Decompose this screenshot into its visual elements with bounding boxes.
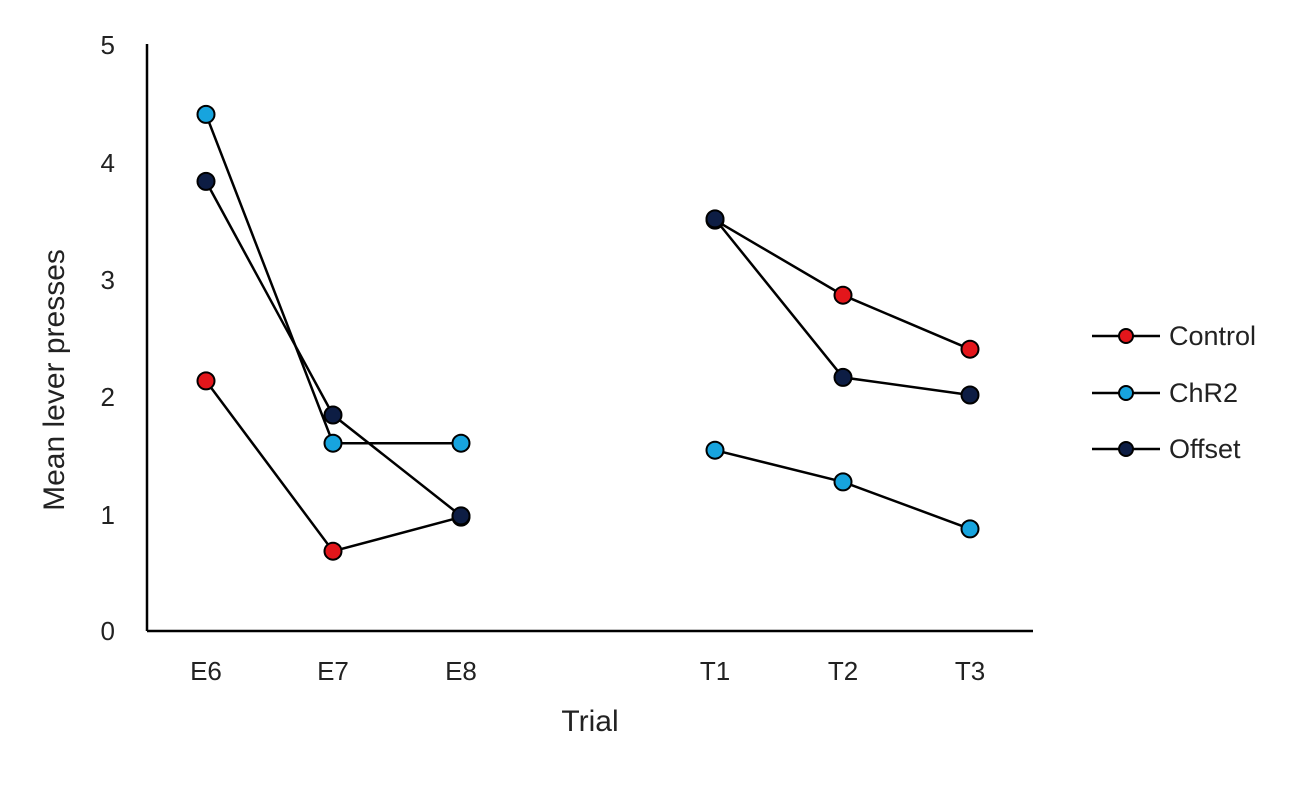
data-point-offset [323, 405, 343, 425]
legend-marker [1118, 328, 1134, 344]
y-tick-label: 0 [101, 616, 115, 646]
data-point-chr2 [323, 433, 343, 453]
data-point-offset [451, 506, 471, 526]
legend: Control ChR2 Offset [1092, 321, 1256, 464]
y-tick-label: 2 [101, 382, 115, 412]
legend-item-offset: Offset [1092, 434, 1241, 464]
legend-label: Control [1169, 321, 1256, 351]
y-axis-title: Mean lever presses [38, 249, 71, 511]
x-tick-label: T2 [828, 656, 858, 686]
data-point-control [323, 541, 343, 561]
lines-layer [204, 113, 971, 553]
data-point-control [960, 339, 980, 359]
legend-label: Offset [1169, 434, 1241, 464]
data-point-chr2 [960, 519, 980, 539]
data-point-offset [833, 367, 853, 387]
y-tick-label: 3 [101, 265, 115, 295]
x-tick-labels: E6 E7 E8 T1 T2 T3 [190, 656, 985, 686]
markers-layer [196, 104, 980, 561]
y-tick-label: 5 [101, 30, 115, 60]
data-point-offset [705, 209, 725, 229]
series-line-offset [204, 180, 462, 517]
data-point-chr2 [196, 104, 216, 124]
series-line-chr2 [204, 113, 461, 445]
legend-marker [1118, 385, 1134, 401]
data-point-offset [960, 385, 980, 405]
data-point-control [833, 285, 853, 305]
data-point-control [196, 371, 216, 391]
series-line-control [714, 219, 971, 351]
x-tick-label: T3 [955, 656, 985, 686]
y-tick-label: 1 [101, 500, 115, 530]
x-tick-label: T1 [700, 656, 730, 686]
y-tick-labels: 0 1 2 3 4 5 [101, 30, 115, 646]
x-tick-label: E8 [445, 656, 477, 686]
legend-item-control: Control [1092, 321, 1256, 351]
x-axis-title: Trial [561, 705, 618, 738]
data-point-chr2 [833, 472, 853, 492]
x-tick-label: E7 [317, 656, 349, 686]
data-point-offset [196, 171, 216, 191]
legend-label: ChR2 [1169, 378, 1238, 408]
y-tick-label: 4 [101, 148, 115, 178]
data-point-chr2 [451, 433, 471, 453]
data-point-chr2 [705, 440, 725, 460]
legend-item-chr2: ChR2 [1092, 378, 1238, 408]
legend-marker [1118, 441, 1134, 457]
x-tick-label: E6 [190, 656, 222, 686]
